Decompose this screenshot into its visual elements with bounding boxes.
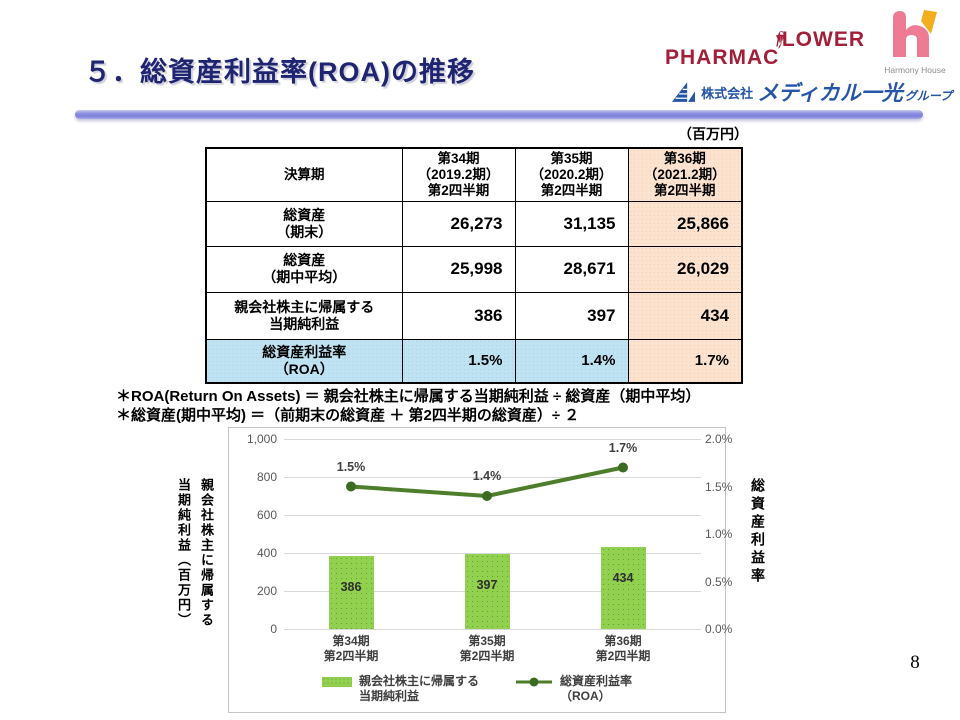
harmony-house-icon bbox=[893, 10, 937, 57]
left-axis-tick: 600 bbox=[256, 508, 277, 522]
bar-value-label: 386 bbox=[340, 579, 362, 594]
table-header-term36: 第36期 （2021.2期） 第2四半期 bbox=[627, 147, 743, 202]
medical-ikkou-name: メディカル一光 bbox=[757, 82, 903, 105]
bar-net-income bbox=[600, 546, 646, 629]
chart-gridline bbox=[284, 515, 701, 516]
right-axis-title: 総資産利益率 bbox=[750, 478, 766, 586]
table-cell: 1.5% bbox=[401, 338, 516, 384]
pharmacy-flower-logo: PHARMAC f LOWER bbox=[665, 8, 865, 72]
page-number: 8 bbox=[910, 652, 920, 673]
line-swatch-icon bbox=[516, 677, 552, 687]
chart-gridline bbox=[284, 439, 701, 440]
x-axis-label: 第35期 第2四半期 bbox=[459, 634, 515, 663]
row-label-total-assets-end: 総資産 （期末） bbox=[205, 200, 403, 247]
pharmacy-flower-logo-text: LOWER bbox=[781, 28, 865, 51]
table-cell: 26,029 bbox=[627, 245, 743, 293]
right-axis-tick: 1.5% bbox=[705, 479, 733, 494]
row-label-total-assets-avg: 総資産 （期中平均） bbox=[205, 245, 403, 293]
flower-icon bbox=[776, 34, 785, 49]
row-label-roa: 総資産利益率 （ROA） bbox=[205, 338, 403, 384]
x-axis-label: 第36期 第2四半期 bbox=[595, 634, 651, 663]
right-axis-tick: 0.0% bbox=[705, 622, 733, 636]
bar-net-income bbox=[328, 555, 374, 629]
financial-table: 決算期 第34期 （2019.2期） 第2四半期 第35期 （2020.2期） … bbox=[205, 147, 743, 384]
table-cell: 31,135 bbox=[514, 200, 629, 247]
chart-gridline bbox=[284, 629, 701, 630]
table-cell: 1.7% bbox=[627, 338, 743, 384]
medical-ikkou-logo: 株式会社 メディカル一光 グループ bbox=[672, 79, 952, 105]
legend-label-roa: 総資産利益率 （ROA） bbox=[560, 674, 633, 703]
harmony-house-logo: Harmony House bbox=[878, 10, 952, 75]
left-axis-tick: 200 bbox=[256, 584, 277, 598]
line-marker-icon bbox=[346, 481, 356, 492]
medical-ikkou-suffix: グループ bbox=[904, 88, 952, 103]
medical-ikkou-prefix: 株式会社 bbox=[701, 85, 754, 101]
bar-value-label: 397 bbox=[476, 577, 498, 592]
table-row: 総資産 （期中平均） 25,998 28,671 26,029 bbox=[205, 245, 743, 293]
table-cell: 386 bbox=[401, 291, 516, 340]
left-axis-tick: 0 bbox=[270, 622, 277, 636]
right-axis-tick: 0.5% bbox=[705, 574, 733, 589]
avg-assets-formula-note: ＊総資産(期中平均) ＝（前期末の総資産 ＋ 第2四半期の総資産）÷ ２ bbox=[116, 407, 580, 424]
left-axis-tick: 400 bbox=[256, 546, 277, 560]
table-header-fiscal-period: 決算期 bbox=[205, 147, 403, 202]
table-row: 総資産 （期末） 26,273 31,135 25,866 bbox=[205, 200, 743, 247]
table-cell: 1.4% bbox=[514, 338, 629, 384]
bar-value-label: 434 bbox=[612, 570, 634, 585]
table-row: 親会社株主に帰属する 当期純利益 386 397 434 bbox=[205, 291, 743, 340]
line-marker-icon bbox=[618, 462, 628, 473]
legend-item-roa: 総資産利益率 （ROA） bbox=[515, 674, 632, 704]
harmony-house-logo-text: Harmony House bbox=[884, 65, 946, 75]
roa-point-label: 1.7% bbox=[608, 440, 638, 455]
x-axis-label: 第34期 第2四半期 bbox=[323, 634, 379, 663]
roa-formula-note: ＊ROA(Return On Assets) ＝ 親会社株主に帰属する当期純利益… bbox=[116, 388, 701, 405]
right-axis-tick: 1.0% bbox=[705, 527, 733, 541]
pharmacy-flower-logo-f: f bbox=[776, 28, 781, 47]
line-marker-icon bbox=[482, 491, 492, 501]
table-header-term35: 第35期 （2020.2期） 第2四半期 bbox=[514, 147, 629, 202]
roa-point-label: 1.5% bbox=[336, 459, 366, 474]
left-axis-tick: 1,000 bbox=[246, 432, 277, 446]
table-row: 総資産利益率 （ROA） 1.5% 1.4% 1.7% bbox=[205, 338, 743, 384]
bar-swatch-icon bbox=[321, 677, 352, 687]
table-cell: 434 bbox=[627, 291, 743, 340]
unit-label: （百万円） bbox=[678, 126, 748, 142]
table-cell: 26,273 bbox=[401, 200, 516, 247]
table-cell: 28,671 bbox=[514, 245, 629, 293]
left-axis-tick: 800 bbox=[256, 470, 277, 484]
formula-notes: ＊ROA(Return On Assets) ＝ 親会社株主に帰属する当期純利益… bbox=[116, 387, 700, 425]
roa-point-label: 1.4% bbox=[472, 469, 502, 483]
page-title: ５．総資産利益率(ROA)の推移 bbox=[84, 57, 475, 87]
title-divider bbox=[75, 110, 923, 119]
row-label-net-income: 親会社株主に帰属する 当期純利益 bbox=[205, 291, 403, 340]
left-axis-title: 親会社株主に帰属する 当期純利益（百万円） bbox=[170, 478, 216, 663]
table-header-term34: 第34期 （2019.2期） 第2四半期 bbox=[401, 147, 516, 202]
left-axis-title-line2: 当期純利益（百万円） bbox=[176, 478, 191, 628]
table-header-row: 決算期 第34期 （2019.2期） 第2四半期 第35期 （2020.2期） … bbox=[205, 147, 743, 202]
table-cell: 397 bbox=[514, 291, 629, 340]
legend-item-net-income: 親会社株主に帰属する 当期純利益 bbox=[321, 674, 479, 704]
left-axis-title-line1: 親会社株主に帰属する bbox=[199, 478, 214, 628]
table-cell: 25,998 bbox=[401, 245, 516, 293]
right-axis-tick: 2.0% bbox=[705, 432, 733, 446]
pharmacy-flower-logo-text: PHARMAC bbox=[665, 46, 780, 69]
chart-legend: 親会社株主に帰属する 当期純利益 総資産利益率 （ROA） bbox=[229, 674, 725, 704]
legend-label-net-income: 親会社株主に帰属する 当期純利益 bbox=[358, 674, 479, 703]
chart-gridline bbox=[284, 553, 701, 554]
roa-chart: 親会社株主に帰属する 当期純利益 総資産利益率 （ROA） 1,000 800 60… bbox=[228, 427, 732, 713]
medical-ikkou-sail-icon bbox=[672, 81, 696, 102]
bar-net-income bbox=[464, 553, 510, 629]
table-cell: 25,866 bbox=[627, 200, 743, 247]
